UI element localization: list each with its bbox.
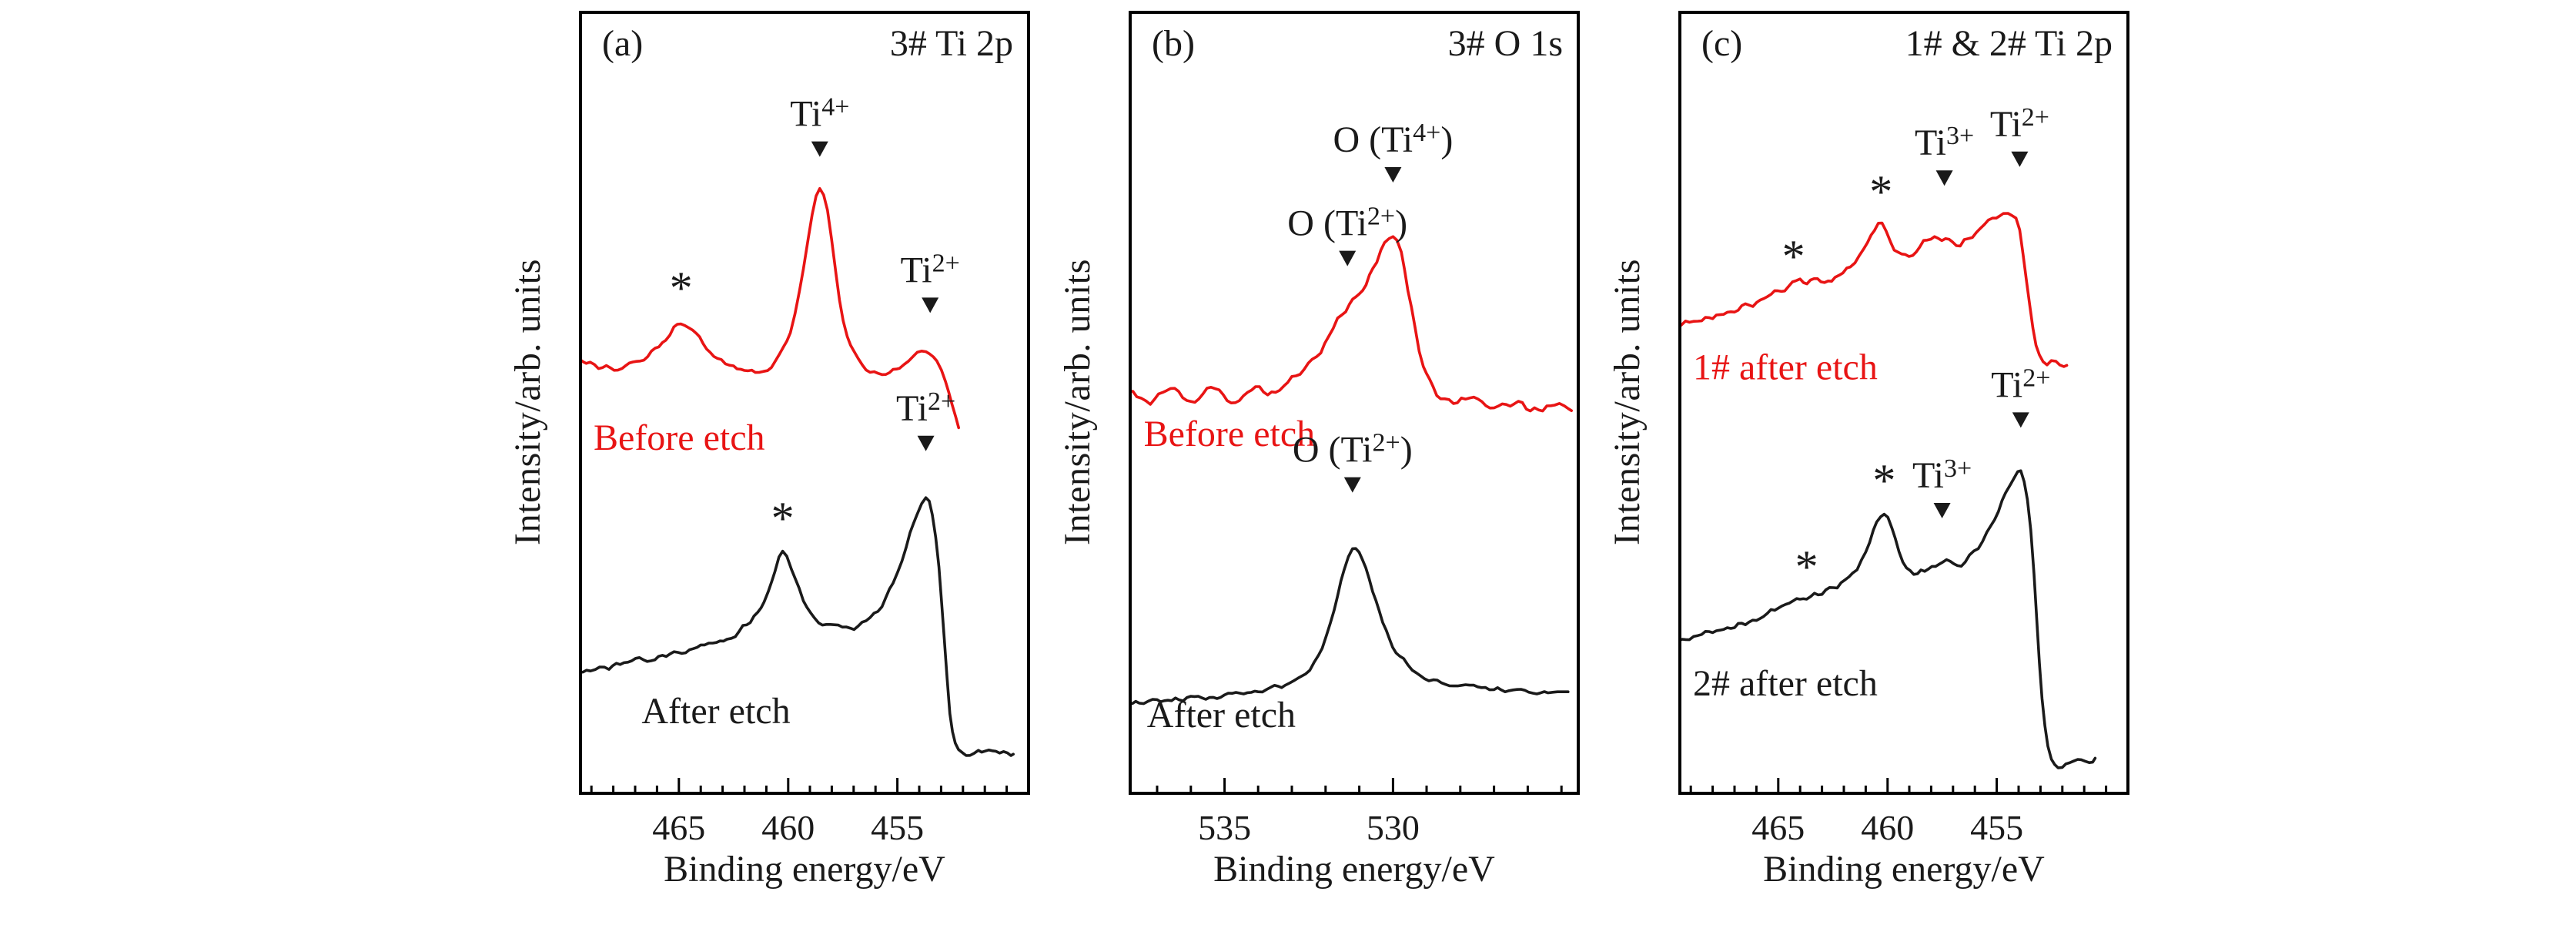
peak-arrow-icon — [1343, 477, 1361, 493]
peak-label: Ti2+ — [1991, 364, 2050, 405]
peak-label: O (Ti4+) — [1333, 119, 1454, 160]
peak-arrow-icon — [2011, 151, 2029, 167]
panel-tag-b: (b) — [1152, 25, 1195, 65]
star-marker: * — [771, 493, 795, 544]
peak-label: Ti2+ — [901, 249, 960, 290]
panel-a-plot: 465 460 455 Before etch After etch * Ti4+ Ti2+ *… — [579, 11, 1030, 847]
peak-label: Ti3+ — [1912, 454, 1972, 496]
peak-arrow-icon — [1933, 503, 1951, 518]
series-caption: After etch — [1147, 695, 1296, 736]
peak-arrow-icon — [917, 435, 935, 451]
star-marker: * — [1782, 231, 1805, 282]
peak-label: Ti3+ — [1915, 122, 1974, 163]
x-axis-label: Binding energy/eV — [1763, 850, 2045, 890]
peak-label: O (Ti2+) — [1293, 429, 1413, 471]
plot-frame — [1678, 11, 2129, 795]
peak-arrow-icon — [1935, 170, 1953, 186]
panel-b: 535 530 Before etch After etch O (Ti2+) O (Ti… — [1045, 0, 1595, 924]
panel-b-plot: 535 530 Before etch After etch O (Ti2+) O (Ti… — [1129, 11, 1580, 847]
panel-tag-a: (a) — [602, 25, 644, 65]
panel-title-b: 3# O 1s — [1447, 25, 1563, 65]
y-axis-label: Intensity/arb. units — [509, 259, 549, 545]
peak-label: O (Ti2+) — [1287, 203, 1407, 244]
star-marker: * — [1795, 541, 1818, 592]
x-tick-label: 460 — [761, 808, 815, 847]
x-tick-label: 455 — [1970, 808, 2023, 847]
x-tick-label: 455 — [871, 808, 924, 847]
peak-label: Ti4+ — [790, 93, 849, 135]
y-axis-label: Intensity/arb. units — [1059, 259, 1099, 545]
x-tick-label: 465 — [1751, 808, 1805, 847]
series-caption: 1# after etch — [1693, 347, 1878, 388]
panel-tag-c: (c) — [1701, 25, 1743, 65]
peak-arrow-icon — [811, 141, 828, 157]
x-tick-label: 530 — [1367, 808, 1420, 847]
peak-label: Ti2+ — [896, 387, 955, 429]
curve-top — [1132, 235, 1573, 413]
curve-bottom — [582, 496, 1015, 757]
curve-bottom — [1681, 469, 2097, 769]
series-caption: After etch — [641, 691, 790, 732]
panel-title-a: 3# Ti 2p — [889, 25, 1013, 65]
series-caption: Before etch — [1144, 414, 1316, 454]
curve-bottom — [1132, 547, 1570, 705]
peak-label: Ti2+ — [1990, 103, 2049, 145]
star-marker: * — [1869, 166, 1892, 217]
peak-arrow-icon — [1339, 250, 1357, 266]
curve-top — [1681, 212, 2069, 368]
peak-arrow-icon — [922, 297, 939, 313]
x-tick-label: 460 — [1861, 808, 1914, 847]
y-axis-label: Intensity/arb. units — [1608, 259, 1648, 545]
panel-a: 465 460 455 Before etch After etch * Ti4+ Ti2+ *… — [496, 0, 1045, 924]
peak-arrow-icon — [2012, 412, 2029, 428]
curve-top — [582, 187, 960, 430]
x-tick-label: 535 — [1198, 808, 1251, 847]
series-caption: 2# after etch — [1693, 663, 1878, 704]
star-marker: * — [670, 263, 693, 313]
peak-arrow-icon — [1384, 167, 1402, 183]
series-caption: Before etch — [594, 417, 765, 458]
plot-frame — [1129, 11, 1580, 795]
panel-c-plot: 465 460 455 1# after etch 2# after etch * * Ti3… — [1678, 11, 2129, 847]
plot-frame — [579, 11, 1030, 795]
x-axis-label: Binding energy/eV — [664, 850, 945, 890]
panel-title-c: 1# & 2# Ti 2p — [1905, 25, 2113, 65]
star-marker: * — [1872, 455, 1895, 506]
x-axis-label: Binding energy/eV — [1213, 850, 1495, 890]
panel-c: 465 460 455 1# after etch 2# after etch * * Ti3… — [1595, 0, 2145, 924]
x-tick-label: 465 — [652, 808, 705, 847]
